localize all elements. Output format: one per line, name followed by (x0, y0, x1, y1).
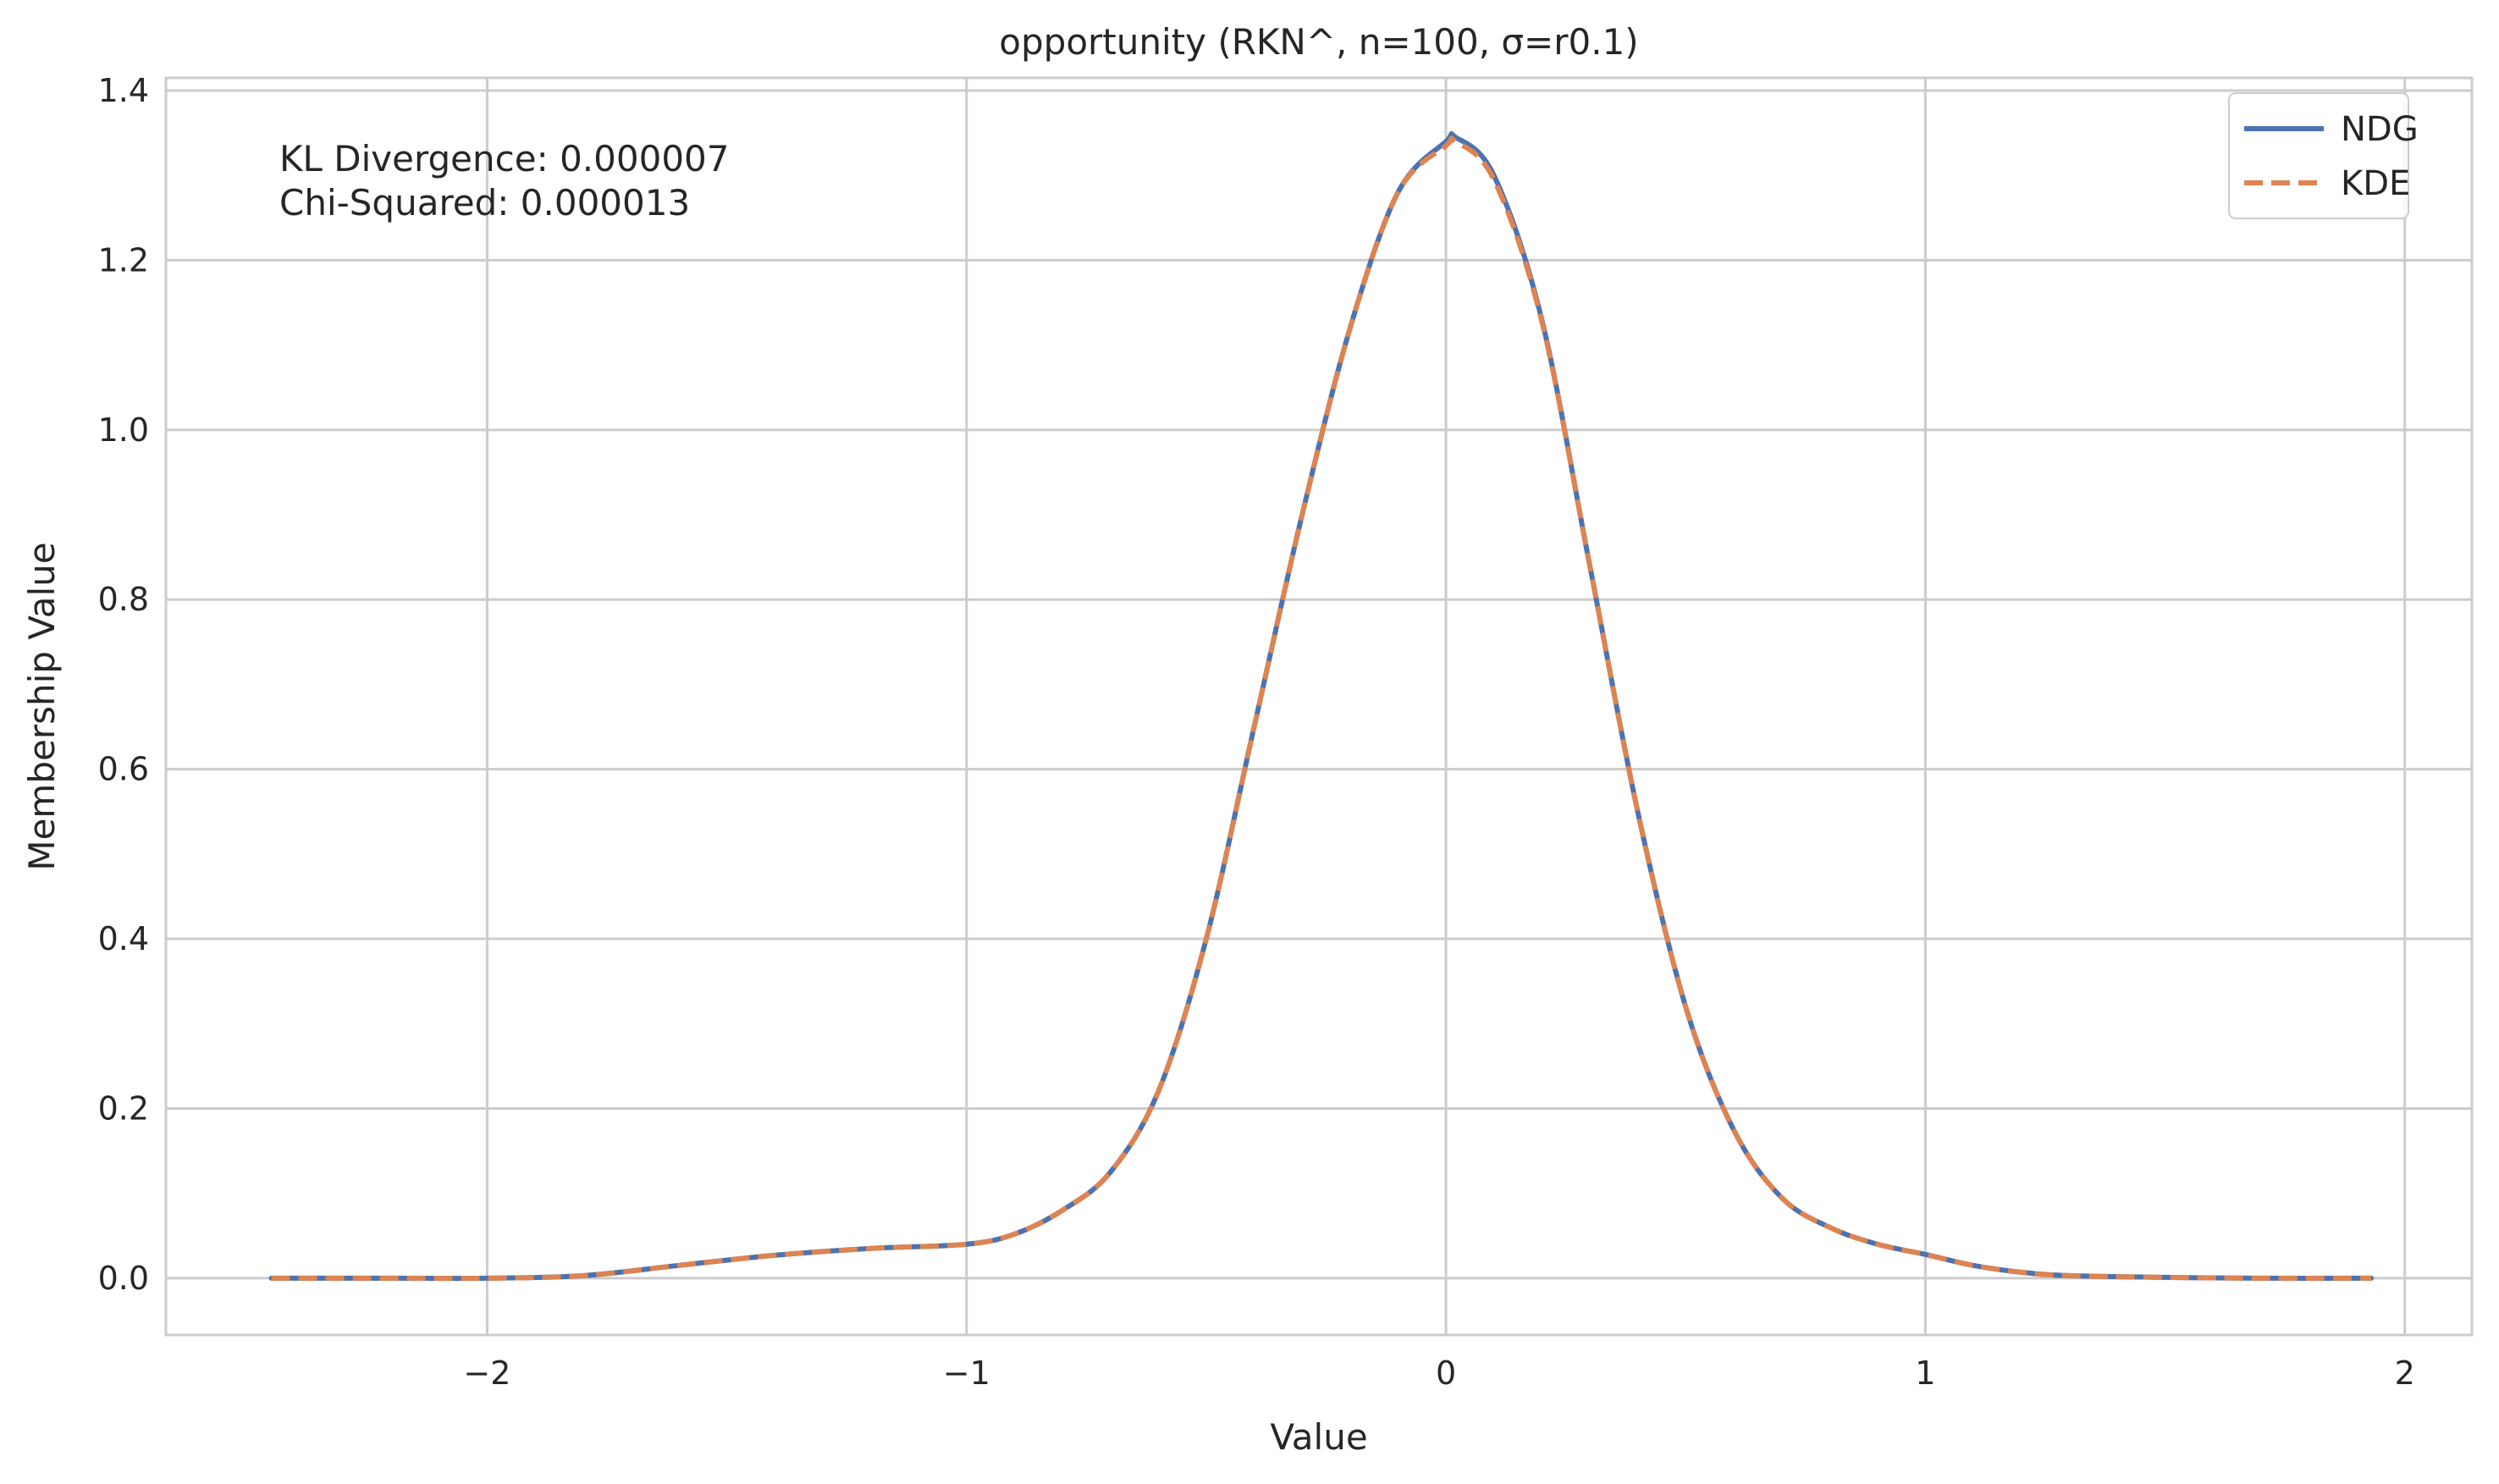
y-axis-ticks: 0.0 0.2 0.4 0.6 0.8 1.0 1.2 1.4 (98, 72, 149, 1297)
chart-title: opportunity (RKN^, n=100, σ=r0.1) (999, 21, 1638, 63)
y-tick-label: 0.8 (98, 581, 149, 618)
y-tick-label: 0.0 (98, 1260, 149, 1297)
plot-area-frame (164, 76, 2474, 1337)
y-tick-label: 0.2 (98, 1090, 149, 1127)
legend-label-ndg: NDG (2341, 110, 2419, 149)
y-tick-label: 1.2 (98, 241, 149, 279)
x-tick-label: 0 (1436, 1354, 1456, 1392)
chi-squared-annotation: Chi-Squared: 0.000013 (279, 182, 690, 223)
series-line-kde (271, 135, 2372, 1282)
y-tick-label: 0.4 (98, 920, 149, 957)
annotation-box: KL Divergence: 0.000007 Chi-Squared: 0.0… (279, 138, 729, 223)
legend-box (2228, 92, 2409, 219)
grid (166, 78, 2472, 1335)
legend: NDG KDE (2228, 92, 2419, 219)
x-tick-label: 2 (2395, 1354, 2415, 1392)
x-axis-ticks: −2 −1 0 1 2 (463, 1354, 2414, 1392)
y-tick-label: 1.4 (98, 72, 149, 109)
y-axis-label: Membership Value (21, 542, 63, 870)
legend-label-kde: KDE (2341, 164, 2410, 203)
x-tick-label: −2 (463, 1354, 510, 1392)
series-layer (268, 130, 2375, 1282)
x-axis-label: Value (1270, 1416, 1367, 1458)
kl-divergence-annotation: KL Divergence: 0.000007 (279, 138, 729, 179)
x-tick-label: −1 (943, 1354, 990, 1392)
x-tick-label: 1 (1915, 1354, 1935, 1392)
y-tick-label: 0.6 (98, 751, 149, 788)
y-tick-label: 1.0 (98, 411, 149, 449)
